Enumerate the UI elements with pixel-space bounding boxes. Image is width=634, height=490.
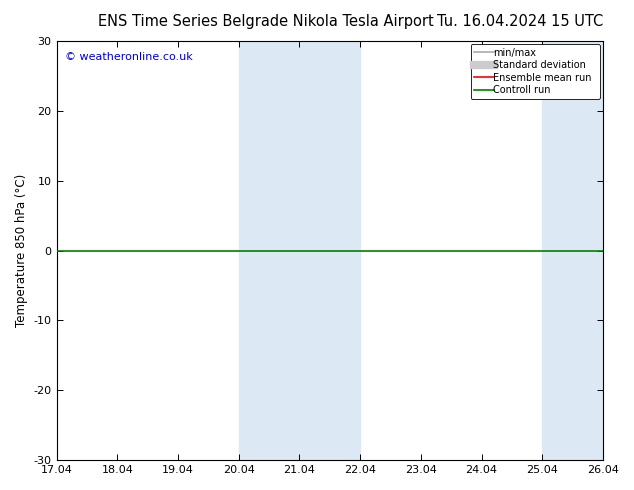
Bar bbox=[542, 41, 603, 460]
Text: Tu. 16.04.2024 15 UTC: Tu. 16.04.2024 15 UTC bbox=[437, 14, 603, 29]
Bar bbox=[239, 41, 360, 460]
Legend: min/max, Standard deviation, Ensemble mean run, Controll run: min/max, Standard deviation, Ensemble me… bbox=[470, 44, 600, 99]
Y-axis label: Temperature 850 hPa (°C): Temperature 850 hPa (°C) bbox=[15, 174, 28, 327]
Text: ENS Time Series Belgrade Nikola Tesla Airport: ENS Time Series Belgrade Nikola Tesla Ai… bbox=[98, 14, 434, 29]
Text: © weatheronline.co.uk: © weatheronline.co.uk bbox=[65, 51, 193, 62]
